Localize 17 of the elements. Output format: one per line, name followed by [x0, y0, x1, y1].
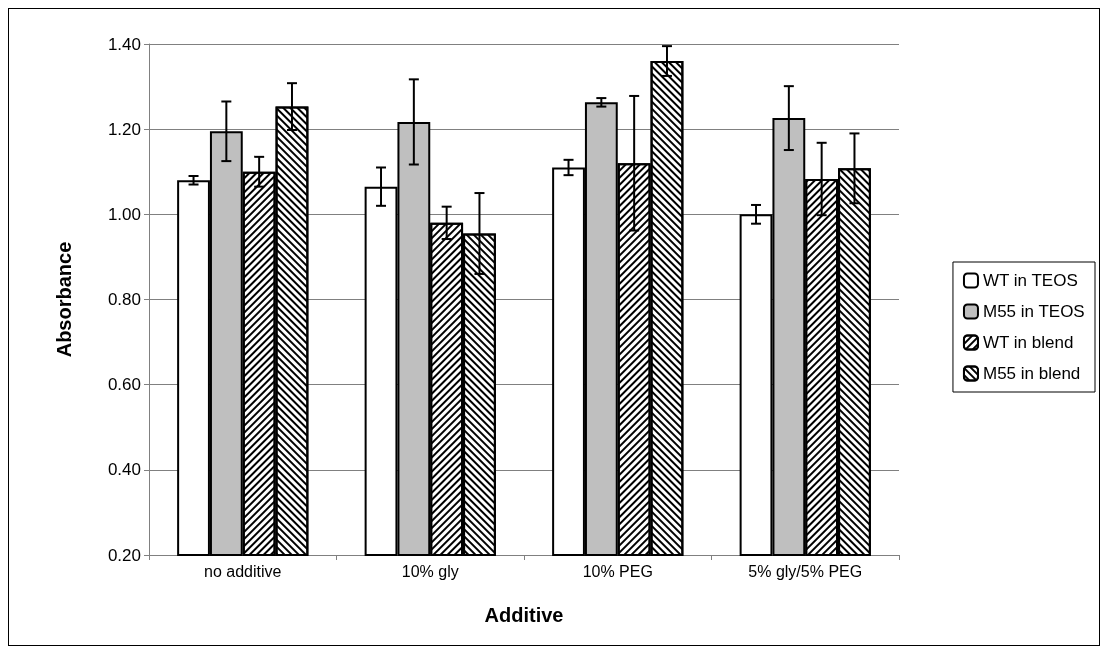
y-tick-label: 1.40 [107, 34, 141, 54]
x-tick-label: 10% gly [401, 562, 459, 580]
legend-label: WT in TEOS [982, 271, 1078, 290]
legend-label: WT in blend [982, 333, 1074, 352]
x-tick-label: 10% PEG [582, 562, 653, 580]
x-axis-title: Additive [484, 604, 564, 626]
y-tick-label: 1.00 [107, 204, 141, 224]
legend-label: M55 in TEOS [982, 302, 1085, 321]
y-tick-label: 0.40 [107, 460, 141, 480]
x-tick-label: no additive [204, 562, 282, 580]
y-tick-label: 1.20 [107, 119, 141, 139]
y-tick-label: 0.60 [107, 375, 141, 395]
y-tick-label: 0.80 [107, 290, 141, 309]
legend-label: M55 in blend [982, 364, 1081, 383]
x-tick-label: 5% gly/5% PEG [748, 562, 863, 580]
y-tick-label: 0.20 [107, 545, 141, 565]
y-axis-title: Absorbance [53, 241, 75, 358]
